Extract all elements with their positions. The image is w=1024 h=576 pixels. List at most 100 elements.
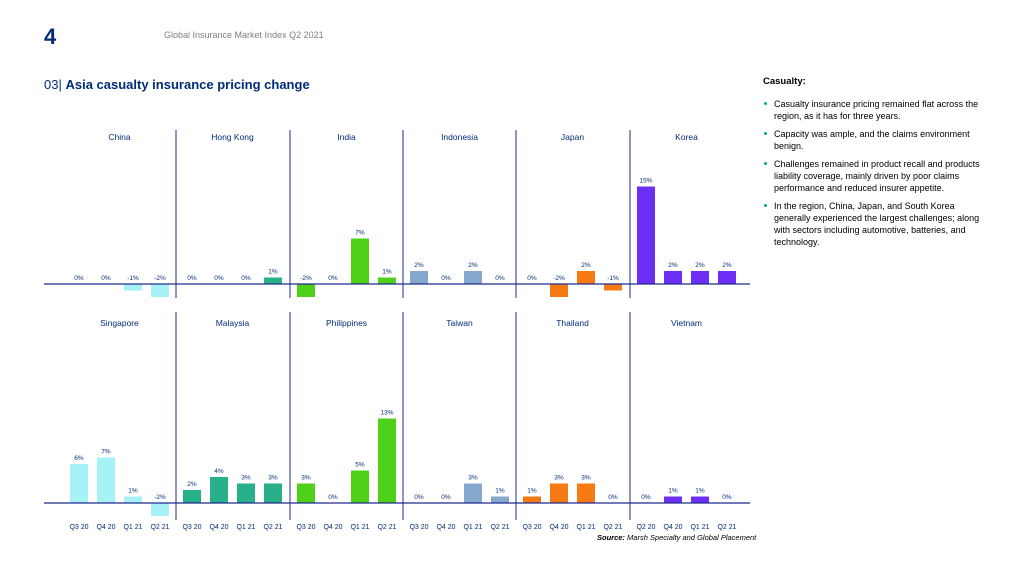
data-label-japan: 2% <box>581 262 591 269</box>
data-label-vietnam: 1% <box>668 488 678 495</box>
data-label-indonesia: 2% <box>414 262 424 269</box>
data-label-malaysia: 3% <box>241 475 251 482</box>
x-tick-label: Q2 21 <box>717 524 736 531</box>
bar-singapore-q1-21 <box>124 496 142 503</box>
data-label-singapore: -2% <box>154 494 166 501</box>
bar-korea-q1-21 <box>691 271 709 284</box>
data-label-singapore: 7% <box>101 449 111 456</box>
data-label-philippines: 0% <box>328 494 338 501</box>
bar-malaysia-q3-20 <box>183 490 201 503</box>
data-label-indonesia: 0% <box>441 275 451 282</box>
bar-singapore-q2-21 <box>151 503 169 516</box>
source-note: Source: Marsh Specialty and Global Place… <box>597 533 756 542</box>
data-label-india: 1% <box>382 269 392 276</box>
data-label-korea: 15% <box>639 178 652 185</box>
data-label-thailand: 0% <box>608 494 618 501</box>
x-tick-label: Q3 20 <box>182 524 201 531</box>
panel-title-japan: Japan <box>561 132 584 142</box>
bar-korea-q4-20 <box>664 271 682 284</box>
data-label-philippines: 5% <box>355 462 365 469</box>
bar-china-q1-21 <box>124 284 142 291</box>
panel-title-indonesia: Indonesia <box>441 132 478 142</box>
bar-korea-q2-20 <box>637 186 655 284</box>
data-label-india: 7% <box>355 230 365 237</box>
bar-taiwan-q1-21 <box>464 483 482 503</box>
bar-hong-kong-q2-21 <box>264 277 282 284</box>
panel-title-hong-kong: Hong Kong <box>211 132 254 142</box>
data-label-japan: 0% <box>527 275 537 282</box>
casualty-commentary: Casualty: Casualty insurance pricing rem… <box>763 76 983 254</box>
x-tick-label: Q4 20 <box>209 524 228 531</box>
data-label-malaysia: 4% <box>214 468 224 475</box>
panel-title-malaysia: Malaysia <box>216 318 250 328</box>
data-label-taiwan: 1% <box>495 488 505 495</box>
page-number: 4 <box>44 24 57 49</box>
bar-philippines-q2-21 <box>378 418 396 503</box>
data-label-indonesia: 2% <box>468 262 478 269</box>
bar-malaysia-q4-20 <box>210 477 228 503</box>
data-label-indonesia: 0% <box>495 275 505 282</box>
bar-vietnam-q4-20 <box>664 496 682 503</box>
data-label-vietnam: 0% <box>641 494 651 501</box>
x-tick-label: Q1 21 <box>236 524 255 531</box>
panel-title-singapore: Singapore <box>100 318 139 328</box>
x-tick-label: Q1 21 <box>576 524 595 531</box>
bar-thailand-q1-21 <box>577 483 595 503</box>
data-label-taiwan: 0% <box>441 494 451 501</box>
data-label-hong-kong: 1% <box>268 269 278 276</box>
x-tick-label: Q1 21 <box>463 524 482 531</box>
x-tick-label: Q1 21 <box>690 524 709 531</box>
data-label-taiwan: 3% <box>468 475 478 482</box>
x-tick-label: Q2 21 <box>263 524 282 531</box>
x-tick-label: Q4 20 <box>549 524 568 531</box>
pricing-change-chart: China 0% 0% -1% -2% Hong Kong 0% 0% 0% 1% India -2%… <box>44 130 750 531</box>
bar-singapore-q4-20 <box>97 457 115 503</box>
bar-taiwan-q2-21 <box>491 496 509 503</box>
bar-japan-q1-21 <box>577 271 595 284</box>
bar-indonesia-q3-20 <box>410 271 428 284</box>
x-tick-label: Q2 21 <box>377 524 396 531</box>
bar-japan-q4-20 <box>550 284 568 297</box>
panel-title-india: India <box>337 132 356 142</box>
x-tick-label: Q2 21 <box>603 524 622 531</box>
data-label-korea: 2% <box>695 262 705 269</box>
x-tick-label: Q3 20 <box>69 524 88 531</box>
data-label-malaysia: 2% <box>187 481 197 488</box>
data-label-china: 0% <box>74 275 84 282</box>
bar-japan-q2-21 <box>604 284 622 291</box>
panel-title-philippines: Philippines <box>326 318 367 328</box>
x-tick-label: Q4 20 <box>436 524 455 531</box>
x-tick-label: Q2 21 <box>490 524 509 531</box>
data-label-china: -2% <box>154 275 166 282</box>
x-tick-label: Q2 21 <box>150 524 169 531</box>
bar-thailand-q4-20 <box>550 483 568 503</box>
panel-title-china: China <box>108 132 130 142</box>
x-tick-label: Q2 20 <box>636 524 655 531</box>
x-tick-label: Q4 20 <box>323 524 342 531</box>
panel-title-thailand: Thailand <box>556 318 589 328</box>
figure-title: 03| Asia casualty insurance pricing chan… <box>44 77 310 92</box>
data-label-hong-kong: 0% <box>241 275 251 282</box>
data-label-japan: -2% <box>553 275 565 282</box>
data-label-malaysia: 3% <box>268 475 278 482</box>
x-tick-label: Q3 20 <box>409 524 428 531</box>
bar-korea-q2-21 <box>718 271 736 284</box>
bar-malaysia-q2-21 <box>264 483 282 503</box>
panel-title-korea: Korea <box>675 132 698 142</box>
panel-title-taiwan: Taiwan <box>446 318 473 328</box>
data-label-vietnam: 0% <box>722 494 732 501</box>
x-tick-label: Q4 20 <box>663 524 682 531</box>
x-tick-label: Q3 20 <box>296 524 315 531</box>
bar-thailand-q3-20 <box>523 496 541 503</box>
bar-philippines-q3-20 <box>297 483 315 503</box>
figure-number: 03| <box>44 77 62 92</box>
data-label-singapore: 1% <box>128 488 138 495</box>
bar-china-q2-21 <box>151 284 169 297</box>
bar-india-q1-21 <box>351 238 369 284</box>
commentary-bullet: In the region, China, Japan, and South K… <box>763 200 983 248</box>
bar-malaysia-q1-21 <box>237 483 255 503</box>
bar-india-q2-21 <box>378 277 396 284</box>
data-label-china: -1% <box>127 275 139 282</box>
commentary-list: Casualty insurance pricing remained flat… <box>763 98 983 248</box>
data-label-thailand: 3% <box>581 475 591 482</box>
